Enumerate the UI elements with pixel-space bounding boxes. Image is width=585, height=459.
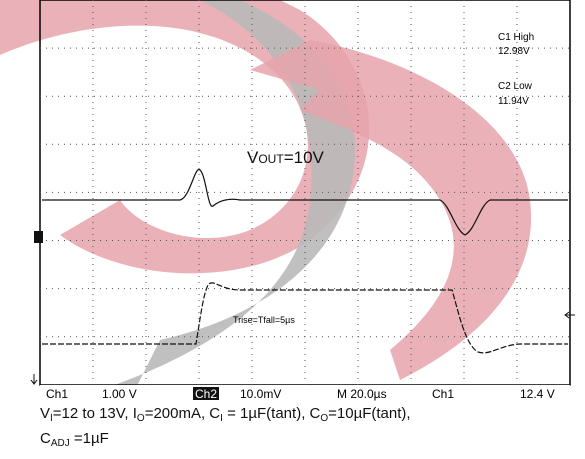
watermark (250, 40, 532, 380)
ch2-marker (34, 231, 43, 243)
ch2-trace (42, 169, 568, 236)
caption-text: C (40, 430, 51, 447)
caption-text: =12 to 13V, I (52, 405, 137, 422)
status-text: Ch1 (432, 387, 454, 401)
watermark (0, 103, 90, 160)
vout-rest: =10V (284, 148, 325, 167)
status-text: Ch1 (46, 387, 68, 401)
caption-text: V (40, 405, 51, 422)
caption-subscript: ADJ (50, 438, 70, 449)
readout-label: C2 Low (498, 81, 533, 92)
caption-line: VI=12 to 13V, IO=200mA, CI = 1µF(tant), … (40, 405, 411, 424)
status-text: 1.00 V (102, 387, 137, 401)
annotation: Trise=Tfall=5µs (233, 315, 295, 325)
status-text: Ch2 (195, 387, 217, 401)
caption-subscript: O (320, 413, 329, 424)
vout-label: VOUT=10V (247, 148, 325, 167)
caption-text: = 1µF(tant), C (222, 405, 321, 422)
caption-text: =200mA, C (144, 405, 221, 422)
trigger-marker (564, 311, 575, 319)
readout-value: 12.98V (498, 46, 530, 57)
vout-main: V (247, 148, 259, 167)
readout-label: C1 High (498, 32, 534, 43)
ch1-marker (30, 374, 38, 385)
status-bar (40, 385, 570, 402)
ch1-trace (42, 282, 568, 354)
scope-screen: C1 High 12.98V C2 Low 11.94V VOUT=10V Tr… (0, 0, 575, 402)
caption-subscript: I (220, 413, 223, 424)
caption-line: CADJ =1µF (40, 430, 109, 449)
status-text: M 20.0µs (337, 387, 387, 401)
status-text: 12.4 V (520, 387, 555, 401)
ch2-highlight (193, 387, 219, 400)
caption-subscript: O (136, 413, 145, 424)
vout-sub: OUT (258, 152, 284, 166)
caption-text: =1µF (69, 430, 109, 447)
grid (40, 0, 570, 385)
caption-subscript: I (50, 413, 53, 424)
caption-text: =10µF(tant), (328, 405, 411, 422)
status-text: 10.0mV (240, 387, 281, 401)
readout-value: 11.94V (498, 96, 529, 107)
